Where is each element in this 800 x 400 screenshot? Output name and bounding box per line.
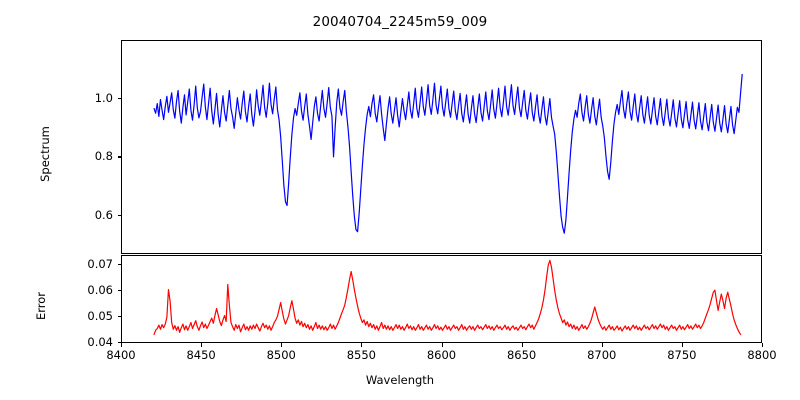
figure-title: 20040704_2245m59_009 [312,14,488,30]
xtick-mark-5 [521,343,523,347]
spectrum-y-axis-label: Spectrum [38,126,52,182]
error-ytick-label-1: 0.05 [87,308,113,323]
spectrum-ytick-mark-2 [117,98,121,100]
spectrum-line-plot [153,73,743,234]
error-ytick-label-0: 0.04 [87,334,113,349]
spectrum-ytick-label-0: 0.6 [94,207,113,222]
xtick-mark-2 [281,343,283,347]
xtick-label-8: 8800 [747,348,777,362]
spectrum-ytick-label-2: 1.0 [94,91,113,106]
xtick-label-3: 8550 [346,348,377,362]
xtick-mark-0 [121,343,123,347]
xtick-mark-6 [601,343,603,347]
xtick-mark-8 [762,343,764,347]
spectrum-axes[interactable] [121,40,762,254]
xtick-label-5: 8650 [506,348,537,362]
error-ytick-mark-2 [117,289,121,292]
error-axes[interactable] [121,255,762,343]
xtick-label-0: 8400 [106,348,136,362]
xtick-label-4: 8600 [426,348,457,362]
error-ytick-mark-1 [117,315,121,317]
spectrum-ytick-label-1: 0.8 [94,149,113,164]
xtick-mark-7 [681,343,683,347]
x-axis-label: Wavelength [365,373,435,387]
error-ytick-mark-3 [117,264,121,266]
error-y-axis-label: Error [34,291,48,321]
xtick-label-1: 8450 [186,348,216,362]
spectrum-ytick-mark-1 [117,156,121,158]
xtick-label-2: 8500 [266,348,296,362]
error-ytick-label-2: 0.06 [87,282,113,297]
error-ytick-mark-0 [117,341,121,343]
error-ytick-label-3: 0.07 [87,257,113,272]
spectrum-ytick-mark-0 [117,214,121,216]
error-line-plot [153,259,742,336]
xtick-label-7: 8750 [667,348,697,362]
xtick-mark-3 [361,343,363,347]
xtick-mark-1 [201,343,203,347]
xtick-label-6: 8700 [587,348,617,362]
xtick-mark-4 [441,343,443,347]
